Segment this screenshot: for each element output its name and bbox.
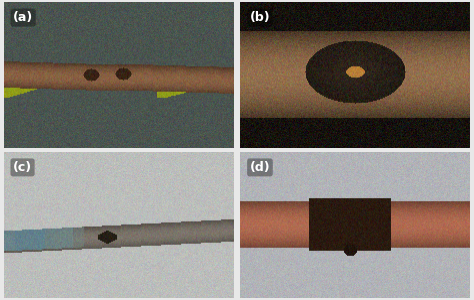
- Text: (b): (b): [250, 11, 270, 24]
- Text: (a): (a): [13, 11, 33, 24]
- Text: (c): (c): [13, 161, 32, 174]
- Text: (d): (d): [250, 161, 270, 174]
